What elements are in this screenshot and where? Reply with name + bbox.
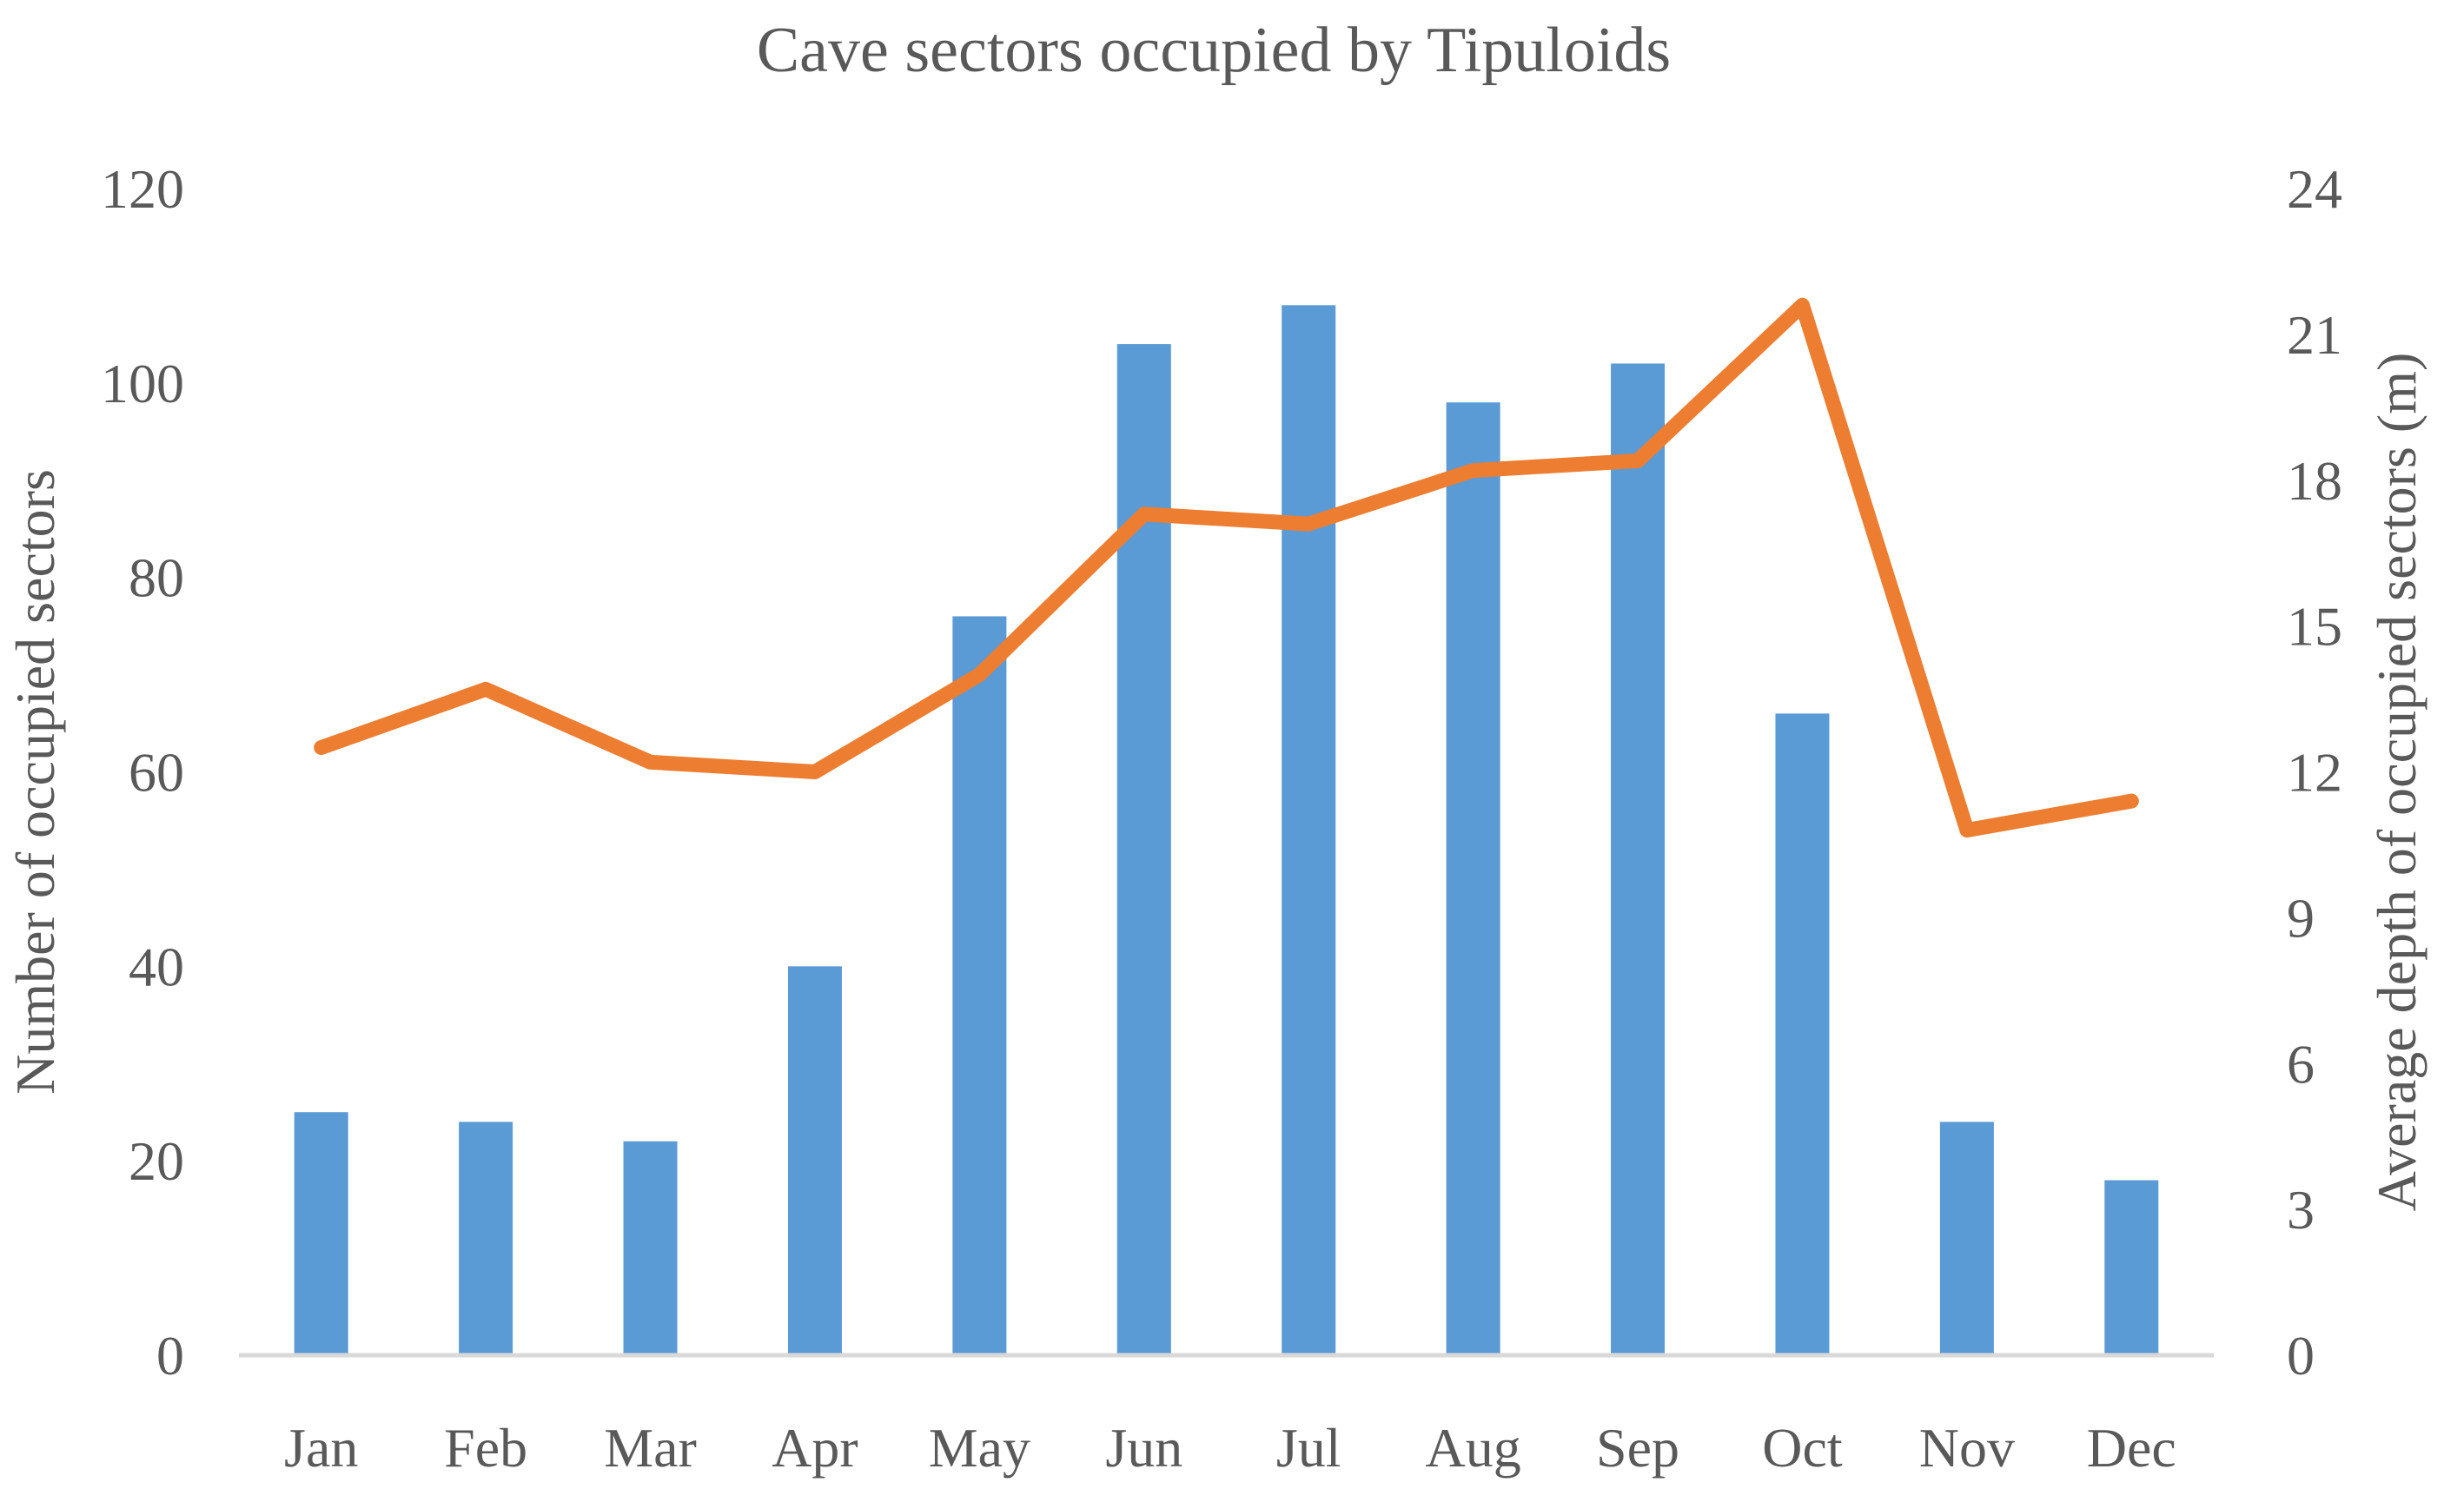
bar-nov bbox=[1939, 1122, 1994, 1355]
right-tick-label: 6 bbox=[2287, 1033, 2315, 1095]
x-tick-label: Nov bbox=[1919, 1417, 2015, 1479]
bar-jan bbox=[294, 1112, 348, 1355]
bar-series bbox=[294, 305, 2159, 1356]
x-tick-label: Feb bbox=[444, 1417, 527, 1479]
line-series bbox=[314, 297, 2139, 838]
bar-may bbox=[952, 616, 1007, 1355]
x-tick-label: Apr bbox=[772, 1417, 858, 1479]
depth-line bbox=[314, 297, 2139, 838]
left-axis-title: Number of occupied sectors bbox=[4, 469, 66, 1095]
right-tick-label: 0 bbox=[2287, 1325, 2315, 1386]
left-tick-label: 100 bbox=[101, 353, 184, 414]
left-tick-label: 40 bbox=[129, 936, 184, 997]
x-axis-ticks: Jan Feb Mar Apr May Jun Jul Aug Sep Oct Nov Dec bbox=[284, 1417, 2176, 1479]
bar-jun bbox=[1116, 344, 1171, 1356]
x-tick-label: Dec bbox=[2087, 1417, 2176, 1479]
bar-mar bbox=[623, 1141, 678, 1355]
bar-jul bbox=[1282, 305, 1336, 1355]
bar-dec bbox=[2104, 1180, 2159, 1355]
right-tick-label: 12 bbox=[2287, 742, 2342, 804]
x-tick-label: Aug bbox=[1426, 1417, 1521, 1479]
left-axis-ticks: 0 20 40 60 80 100 120 bbox=[101, 158, 184, 1386]
left-tick-label: 0 bbox=[156, 1325, 184, 1386]
right-axis-title: Average depth of occupied sectors (m) bbox=[2366, 353, 2428, 1212]
right-tick-label: 15 bbox=[2287, 596, 2342, 658]
x-tick-label: Mar bbox=[604, 1417, 697, 1479]
right-tick-label: 21 bbox=[2287, 304, 2342, 366]
bar-oct bbox=[1775, 713, 1830, 1355]
right-axis-ticks: 0 3 6 9 12 15 18 21 24 bbox=[2287, 158, 2342, 1386]
left-tick-label: 20 bbox=[129, 1130, 184, 1192]
x-tick-label: May bbox=[929, 1417, 1030, 1479]
bar-sep bbox=[1611, 363, 1666, 1356]
chart-title: Cave sectors occupied by Tipuloids bbox=[757, 15, 1671, 86]
left-tick-label: 80 bbox=[129, 547, 184, 609]
right-tick-label: 24 bbox=[2287, 158, 2342, 220]
bar-apr bbox=[787, 966, 842, 1355]
x-tick-label: Sep bbox=[1596, 1417, 1679, 1479]
x-tick-label: Oct bbox=[1762, 1417, 1843, 1479]
x-tick-label: Jan bbox=[284, 1417, 358, 1479]
bar-aug bbox=[1446, 402, 1500, 1355]
left-tick-label: 60 bbox=[129, 742, 184, 804]
left-tick-label: 120 bbox=[101, 158, 184, 220]
right-tick-label: 9 bbox=[2287, 887, 2315, 949]
x-tick-label: Jun bbox=[1105, 1417, 1182, 1479]
bar-feb bbox=[459, 1122, 513, 1355]
x-tick-label: Jul bbox=[1276, 1417, 1341, 1479]
right-tick-label: 3 bbox=[2287, 1179, 2315, 1241]
right-tick-label: 18 bbox=[2287, 450, 2342, 512]
